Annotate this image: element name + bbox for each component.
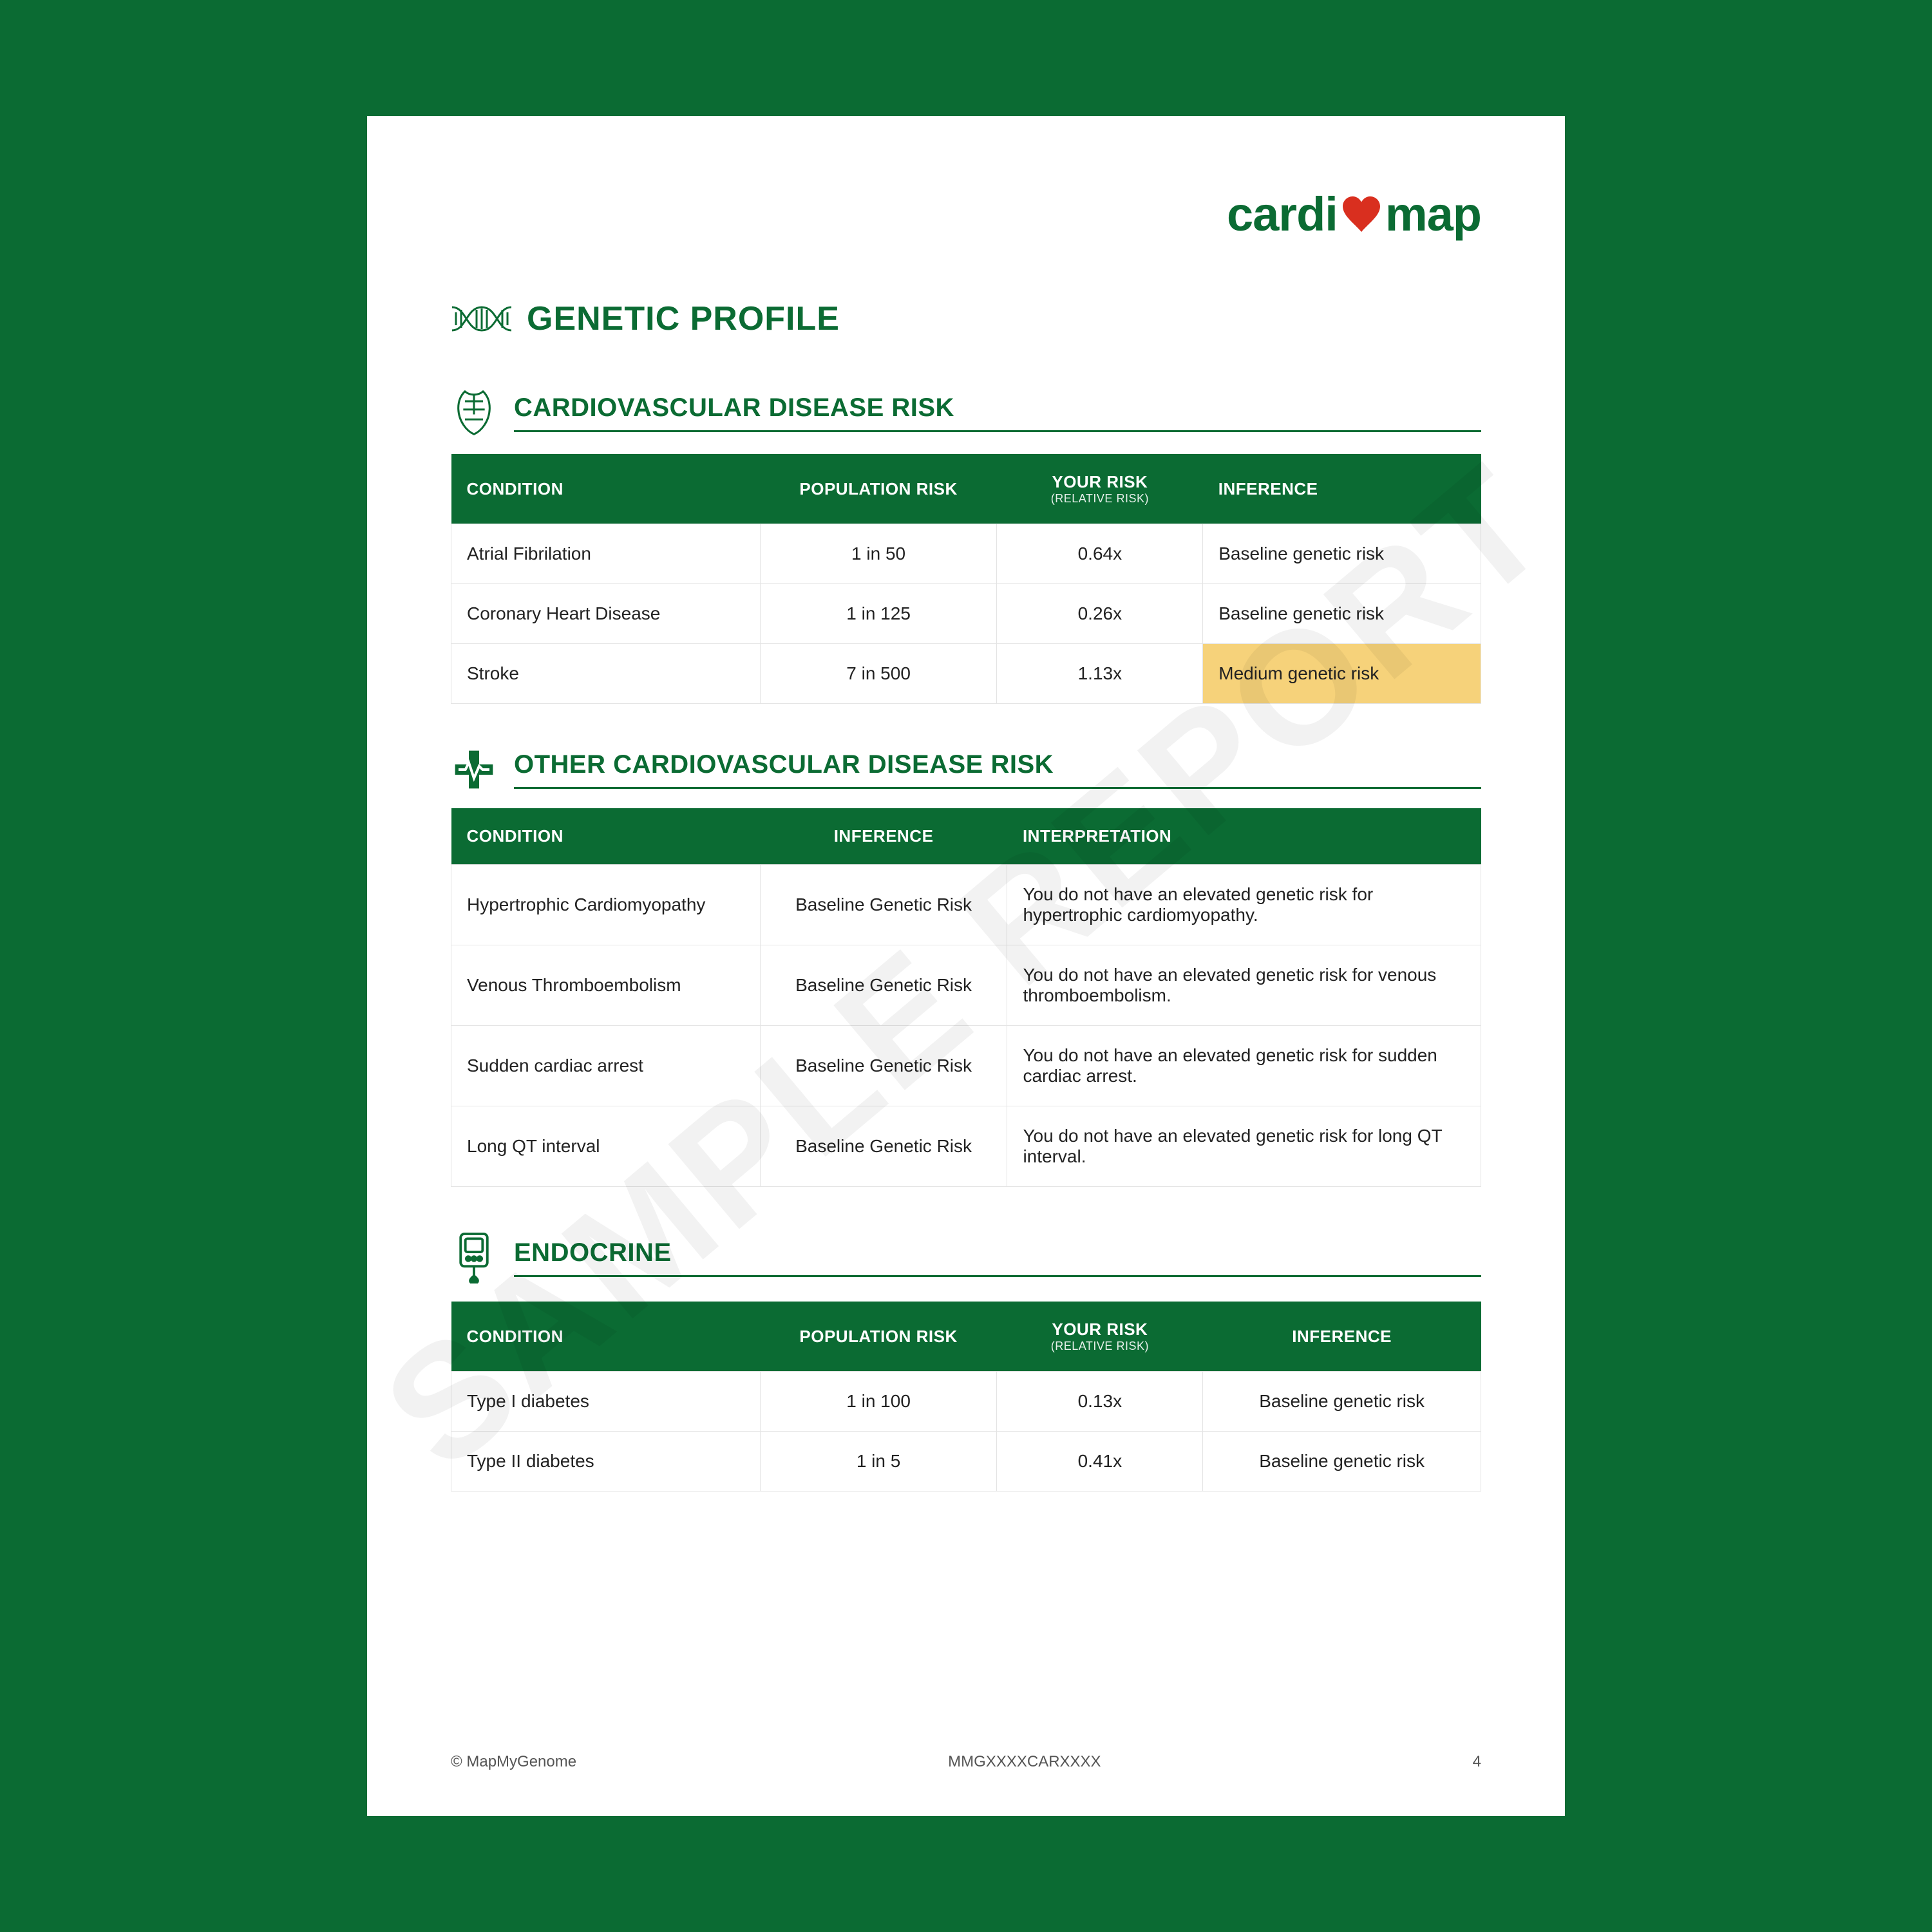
footer-right: 4 [1473,1753,1481,1771]
cell-your: 1.13x [997,644,1203,704]
profile-heading: GENETIC PROFILE [451,299,1481,338]
cell-population: 1 in 100 [760,1372,997,1432]
cell-inference: Baseline Genetic Risk [760,1026,1007,1106]
table-row: Coronary Heart Disease 1 in 125 0.26x Ba… [451,584,1481,644]
cell-condition: Type I diabetes [451,1372,761,1432]
cell-inference: Baseline genetic risk [1203,1432,1481,1492]
table-row: Stroke 7 in 500 1.13x Medium genetic ris… [451,644,1481,704]
col-your-risk: YOUR RISK (RELATIVE RISK) [997,454,1203,524]
cell-condition: Atrial Fibrilation [451,524,761,584]
section-other: OTHER CARDIOVASCULAR DISEASE RISK CONDIT… [451,749,1481,1187]
cell-your: 0.13x [997,1372,1203,1432]
cell-population: 7 in 500 [760,644,997,704]
heart-anatomy-icon [453,390,495,436]
col-interpretation: INTERPRETATION [1007,808,1481,865]
cell-inference: Baseline genetic risk [1203,524,1481,584]
cell-condition: Long QT interval [451,1106,761,1187]
cell-inference: Baseline genetic risk [1203,1372,1481,1432]
cell-inference-highlight: Medium genetic risk [1203,644,1481,704]
glucose-meter-icon [455,1232,493,1283]
cell-your: 0.41x [997,1432,1203,1492]
table-other: CONDITION INFERENCE INTERPRETATION Hyper… [451,808,1481,1187]
table-row: Atrial Fibrilation 1 in 50 0.64x Baselin… [451,524,1481,584]
col-inference: INFERENCE [1203,454,1481,524]
section-title-other: OTHER CARDIOVASCULAR DISEASE RISK [514,750,1481,789]
brand-right: map [1385,187,1481,242]
cell-condition: Hypertrophic Cardiomyopathy [451,865,761,945]
cell-inference: Baseline Genetic Risk [760,945,1007,1026]
section-head-other: OTHER CARDIOVASCULAR DISEASE RISK [451,749,1481,790]
col-your-risk-sub: (RELATIVE RISK) [1012,1340,1188,1353]
section-head-endocrine: ENDOCRINE [451,1232,1481,1283]
cell-interpretation: You do not have an elevated genetic risk… [1007,945,1481,1026]
col-your-risk-sub: (RELATIVE RISK) [1012,492,1188,506]
table-endocrine: CONDITION POPULATION RISK YOUR RISK (REL… [451,1302,1481,1492]
cell-inference: Baseline genetic risk [1203,584,1481,644]
col-your-risk-label: YOUR RISK [1052,472,1148,491]
report-page: SAMPLE REPORT cardi map GENETIC PROFILE [367,116,1565,1816]
cell-condition: Venous Thromboembolism [451,945,761,1026]
table-row: Long QT interval Baseline Genetic Risk Y… [451,1106,1481,1187]
col-condition: CONDITION [451,808,761,865]
col-condition: CONDITION [451,454,761,524]
table-row: Type I diabetes 1 in 100 0.13x Baseline … [451,1372,1481,1432]
col-population: POPULATION RISK [760,1302,997,1372]
col-inference: INFERENCE [1203,1302,1481,1372]
table-row: Type II diabetes 1 in 5 0.41x Baseline g… [451,1432,1481,1492]
cell-your: 0.26x [997,584,1203,644]
cell-condition: Type II diabetes [451,1432,761,1492]
cell-inference: Baseline Genetic Risk [760,1106,1007,1187]
col-your-risk-label: YOUR RISK [1052,1320,1148,1339]
col-inference: INFERENCE [760,808,1007,865]
col-your-risk: YOUR RISK (RELATIVE RISK) [997,1302,1203,1372]
table-row: Hypertrophic Cardiomyopathy Baseline Gen… [451,865,1481,945]
brand-logo: cardi map [1227,187,1481,242]
cell-condition: Stroke [451,644,761,704]
cell-interpretation: You do not have an elevated genetic risk… [1007,1026,1481,1106]
section-endocrine: ENDOCRINE CONDITION POPULATION RISK YOUR… [451,1232,1481,1492]
cell-population: 1 in 5 [760,1432,997,1492]
footer-center: MMGXXXXCARXXXX [948,1753,1101,1771]
table-cvd: CONDITION POPULATION RISK YOUR RISK (REL… [451,454,1481,704]
header: cardi map [451,187,1481,242]
profile-title: GENETIC PROFILE [527,299,840,338]
col-condition: CONDITION [451,1302,761,1372]
section-cvd: CARDIOVASCULAR DISEASE RISK CONDITION PO… [451,390,1481,704]
cell-condition: Sudden cardiac arrest [451,1026,761,1106]
heart-icon [1341,196,1381,233]
cell-population: 1 in 50 [760,524,997,584]
cell-interpretation: You do not have an elevated genetic risk… [1007,865,1481,945]
section-title-cvd: CARDIOVASCULAR DISEASE RISK [514,393,1481,432]
footer: © MapMyGenome MMGXXXXCARXXXX 4 [451,1753,1481,1771]
table-row: Sudden cardiac arrest Baseline Genetic R… [451,1026,1481,1106]
table-row: Venous Thromboembolism Baseline Genetic … [451,945,1481,1026]
footer-left: © MapMyGenome [451,1753,576,1771]
cell-condition: Coronary Heart Disease [451,584,761,644]
cell-interpretation: You do not have an elevated genetic risk… [1007,1106,1481,1187]
section-head-cvd: CARDIOVASCULAR DISEASE RISK [451,390,1481,436]
section-title-endocrine: ENDOCRINE [514,1238,1481,1277]
cell-your: 0.64x [997,524,1203,584]
dna-icon [451,306,513,332]
col-population: POPULATION RISK [760,454,997,524]
cell-population: 1 in 125 [760,584,997,644]
brand-left: cardi [1227,187,1338,242]
cell-inference: Baseline Genetic Risk [760,865,1007,945]
medical-cross-icon [453,749,495,790]
